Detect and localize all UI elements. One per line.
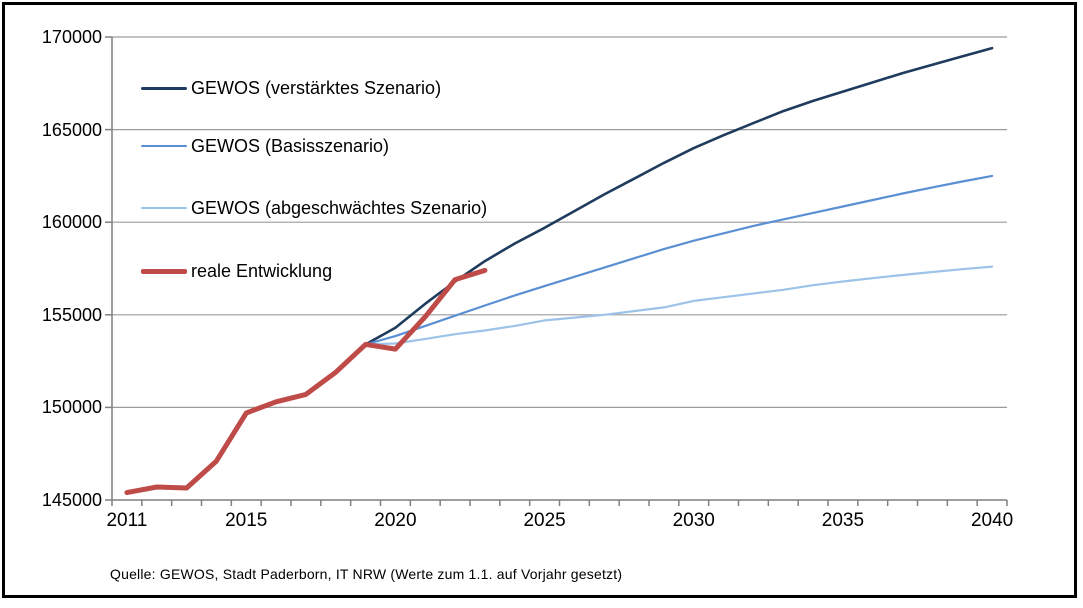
x-axis-tick-label: 2040 — [970, 510, 1014, 531]
legend-item: GEWOS (abgeschwächtes Szenario) — [141, 194, 487, 222]
legend-item: GEWOS (Basisszenario) — [141, 132, 389, 160]
x-axis-tick-label: 2011 — [106, 510, 148, 531]
y-axis-tick-label: 165000 — [41, 119, 102, 140]
legend-item: GEWOS (verstärktes Szenario) — [141, 74, 441, 102]
x-axis-tick-label: 2015 — [225, 510, 268, 531]
legend-line-swatch — [141, 145, 187, 147]
x-axis-tick-label: 2035 — [821, 510, 865, 531]
legend-line-swatch — [141, 86, 187, 90]
legend-label: GEWOS (verstärktes Szenario) — [191, 77, 442, 98]
y-axis-tick-label: 160000 — [41, 212, 102, 233]
axes — [105, 36, 1008, 506]
gridlines — [112, 36, 1007, 408]
x-axis-tick-label: 2025 — [523, 510, 566, 531]
legend-item: reale Entwicklung — [141, 257, 332, 285]
x-axis-tick-label: 2020 — [374, 510, 417, 531]
series-line — [364, 46, 994, 346]
legend-label: reale Entwicklung — [191, 260, 333, 281]
x-axis-tick-label: 2030 — [672, 510, 715, 531]
series-lines — [124, 46, 994, 496]
legend-line-swatch — [141, 268, 187, 274]
y-axis-tick-label: 150000 — [41, 397, 102, 418]
y-axis-tick-label: 170000 — [41, 27, 102, 47]
series-line — [124, 267, 488, 496]
legend-label: GEWOS (Basisszenario) — [191, 135, 390, 156]
series-line — [364, 174, 994, 346]
source-note: Quelle: GEWOS, Stadt Paderborn, IT NRW (… — [110, 566, 623, 582]
legend-line-swatch — [141, 207, 187, 209]
y-axis-tick-label: 145000 — [41, 490, 102, 510]
series-line — [364, 265, 994, 346]
legend-label: GEWOS (abgeschwächtes Szenario) — [191, 197, 488, 218]
y-axis-tick-label: 155000 — [41, 304, 102, 325]
